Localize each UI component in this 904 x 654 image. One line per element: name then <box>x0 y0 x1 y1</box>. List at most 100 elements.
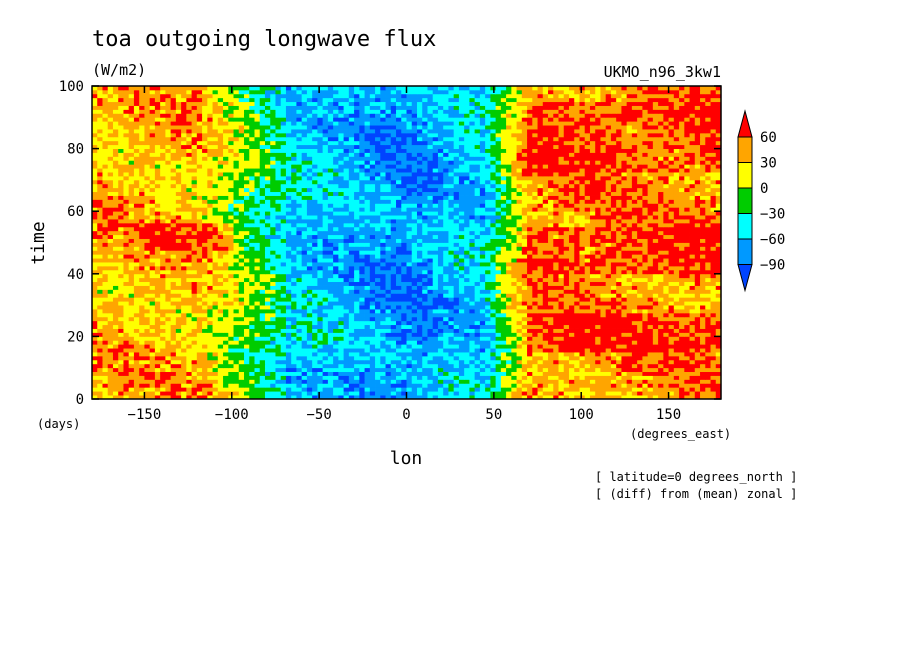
heatmap-cell <box>207 273 213 279</box>
heatmap-cell <box>354 305 360 310</box>
heatmap-cell <box>700 250 706 255</box>
heatmap-cell <box>165 395 172 400</box>
heatmap-cell <box>333 391 339 396</box>
heatmap-cell <box>181 332 187 337</box>
heatmap-cell <box>579 269 586 275</box>
heatmap-cell <box>568 379 575 384</box>
heatmap-cell <box>364 242 371 247</box>
heatmap-cell <box>458 277 465 283</box>
heatmap-cell <box>333 328 339 333</box>
heatmap-cell <box>563 320 570 326</box>
heatmap-cell <box>684 371 690 376</box>
heatmap-cell <box>621 324 628 329</box>
heatmap-cell <box>637 277 643 283</box>
heatmap-cell <box>422 238 428 243</box>
heatmap-cell <box>715 367 722 373</box>
heatmap-cell <box>369 375 376 380</box>
heatmap-cell <box>710 363 717 369</box>
heatmap-cell <box>663 309 669 314</box>
heatmap-cell <box>401 344 407 349</box>
heatmap-cell <box>175 387 182 392</box>
heatmap-cell <box>306 254 313 259</box>
heatmap-cell <box>380 328 386 333</box>
heatmap-cell <box>133 336 140 341</box>
heatmap-cell <box>673 254 680 259</box>
heatmap-cell <box>139 387 145 392</box>
heatmap-cell <box>107 301 114 306</box>
heatmap-cell <box>112 234 119 239</box>
heatmap-cell <box>453 289 460 294</box>
heatmap-cell <box>280 363 287 369</box>
heatmap-cell <box>254 348 261 353</box>
heatmap-cell <box>396 328 402 333</box>
heatmap-cell <box>306 391 313 396</box>
heatmap-cell <box>642 289 649 294</box>
heatmap-cell <box>715 265 722 271</box>
heatmap-cell <box>149 234 156 239</box>
heatmap-cell <box>647 242 654 247</box>
heatmap-cell <box>259 312 266 318</box>
heatmap-cell <box>207 254 213 259</box>
heatmap-cell <box>165 320 172 326</box>
heatmap-cell <box>254 269 261 275</box>
heatmap-cell <box>464 316 470 322</box>
heatmap-cell <box>443 367 449 373</box>
heatmap-cell <box>558 301 565 306</box>
heatmap-cell <box>133 301 140 306</box>
heatmap-cell <box>715 371 722 376</box>
heatmap-cell <box>369 238 376 243</box>
heatmap-cell <box>626 289 633 294</box>
heatmap-cell <box>181 328 187 333</box>
heatmap-cell <box>595 363 601 369</box>
heatmap-cell <box>500 367 507 373</box>
heatmap-cell <box>616 375 622 380</box>
heatmap-cell <box>631 297 638 302</box>
heatmap-cell <box>160 293 166 298</box>
heatmap-cell <box>228 355 234 361</box>
heatmap-cell <box>144 391 151 396</box>
heatmap-cell <box>144 320 151 326</box>
heatmap-cell <box>631 328 638 333</box>
heatmap-cell <box>673 324 680 329</box>
heatmap-cell <box>317 312 324 318</box>
heatmap-cell <box>574 336 580 341</box>
heatmap-cell <box>626 387 633 392</box>
heatmap-cell <box>217 395 224 400</box>
heatmap-cell <box>123 371 130 376</box>
heatmap-cell <box>474 273 481 279</box>
heatmap-cell <box>406 367 413 373</box>
heatmap-cell <box>527 254 533 259</box>
heatmap-cell <box>296 246 303 251</box>
heatmap-cell <box>568 285 575 290</box>
heatmap-cell <box>97 293 103 298</box>
heatmap-cell <box>448 352 455 357</box>
heatmap-cell <box>668 352 675 357</box>
heatmap-cell <box>112 309 119 314</box>
heatmap-cell <box>600 379 607 384</box>
heatmap-cell <box>637 242 643 247</box>
heatmap-cell <box>616 348 622 353</box>
heatmap-cell <box>705 281 711 286</box>
heatmap-cell <box>553 297 559 302</box>
heatmap-cell <box>568 387 575 392</box>
heatmap-cell <box>333 242 339 247</box>
heatmap-cell <box>605 238 612 243</box>
heatmap-cell <box>186 238 192 243</box>
heatmap-cell <box>238 395 245 400</box>
heatmap-cell <box>511 312 517 318</box>
heatmap-cell <box>212 320 219 326</box>
heatmap-cell <box>343 316 350 322</box>
heatmap-cell <box>275 328 282 333</box>
heatmap-cell <box>244 387 250 392</box>
heatmap-cell <box>506 395 512 400</box>
heatmap-cell <box>411 281 418 286</box>
heatmap-cell <box>406 242 413 247</box>
heatmap-cell <box>369 254 376 259</box>
heatmap-cell <box>175 309 182 314</box>
heatmap-cell <box>327 265 334 271</box>
heatmap-cell <box>679 328 685 333</box>
heatmap-cell <box>259 234 266 239</box>
heatmap-cell <box>312 332 318 337</box>
heatmap-cell <box>642 387 649 392</box>
heatmap-cell <box>521 297 528 302</box>
